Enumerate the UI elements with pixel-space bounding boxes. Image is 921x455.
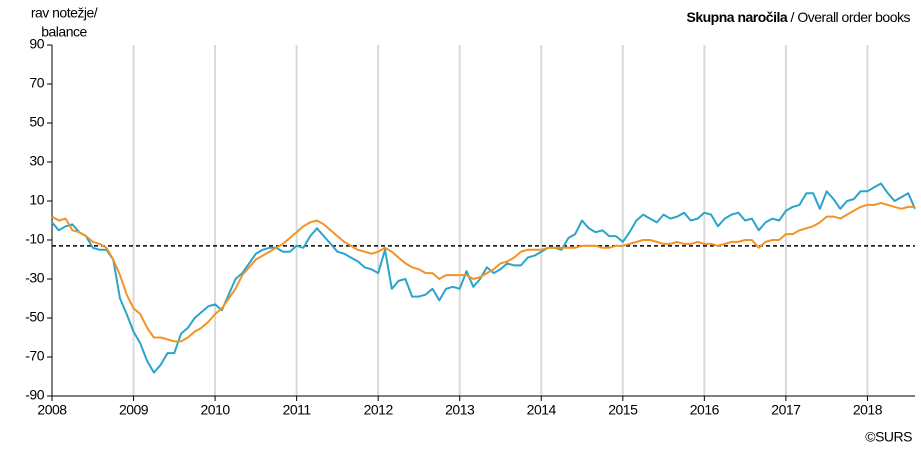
y-tick-label: 30 <box>29 153 44 169</box>
x-tick-label: 2015 <box>608 402 638 418</box>
x-tick-label: 2009 <box>119 402 149 418</box>
y-tick-label: -10 <box>25 231 44 247</box>
y-tick-label: -30 <box>25 270 44 286</box>
y-axis-label: balance <box>41 24 87 40</box>
title-rest: / Overall order books <box>787 9 910 25</box>
y-tick-label: -90 <box>25 387 44 403</box>
x-tick-label: 2018 <box>853 402 883 418</box>
series-line <box>51 182 916 374</box>
x-tick-label: 2016 <box>690 402 720 418</box>
title-bold: Skupna naročila <box>687 9 788 25</box>
y-tick-label: -50 <box>25 309 44 325</box>
y-tick-label: 10 <box>29 192 44 208</box>
x-tick-label: 2008 <box>37 402 67 418</box>
y-tick-label: 50 <box>29 114 44 130</box>
series-line <box>51 201 915 343</box>
x-tick-label: 2012 <box>364 402 394 418</box>
y-axis-label: rav notežje/ <box>31 5 98 21</box>
x-tick-label: 2014 <box>527 402 557 418</box>
source: ©SURS <box>865 429 912 445</box>
y-tick-label: 70 <box>29 75 44 91</box>
chart-title: Skupna naročila / Overall order books <box>687 9 911 25</box>
x-tick-label: 2011 <box>283 402 312 418</box>
x-tick-label: 2017 <box>771 402 801 418</box>
x-tick-label: 2013 <box>445 402 475 418</box>
x-tick-label: 2010 <box>201 402 231 418</box>
y-tick-label: 90 <box>29 36 44 52</box>
y-tick-label: -70 <box>25 348 44 364</box>
